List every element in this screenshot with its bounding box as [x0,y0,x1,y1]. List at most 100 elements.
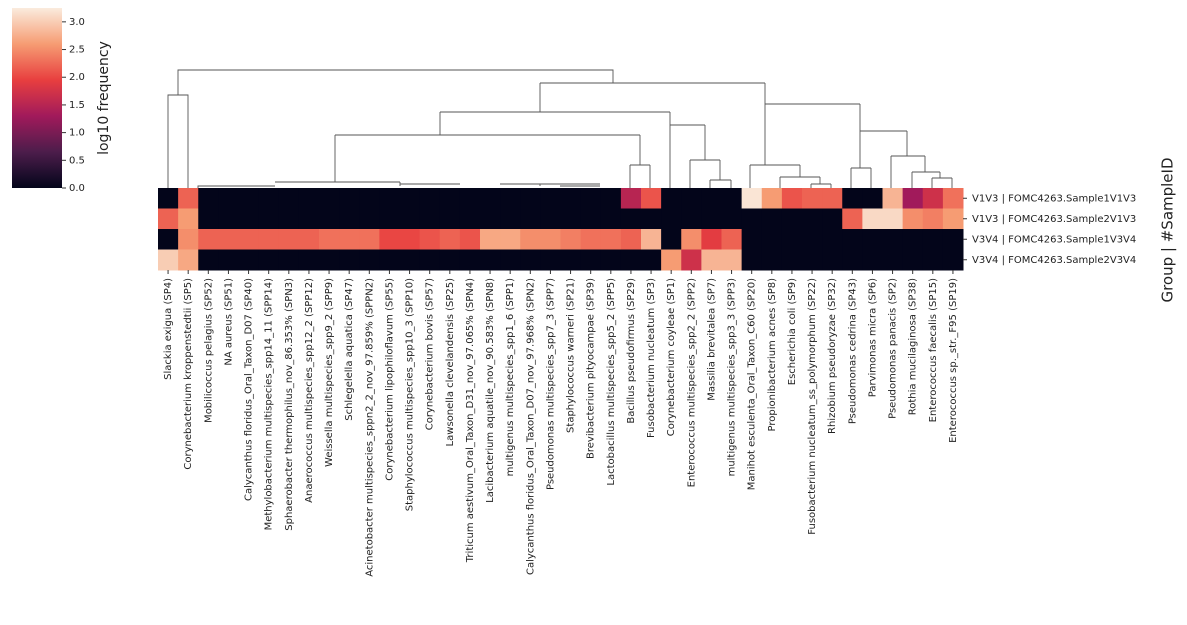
heatmap-cell [842,188,863,209]
heatmap-cell [218,249,239,271]
heatmap-cell [580,208,602,230]
column-dendrogram [167,69,953,188]
heatmap-cell [439,249,461,271]
heatmap-cell [741,188,763,209]
heatmap-cell [600,208,622,230]
heatmap-cell [238,229,260,250]
heatmap-cell [359,249,380,271]
heatmap-cell [842,229,863,250]
heatmap-cell [238,208,260,230]
heatmap-cell [319,208,340,230]
heatmap-cell [560,229,582,250]
heatmap-cell [500,188,521,209]
heatmap-cell [258,249,280,271]
x-tick-label: Anaerococcus multispecies_spp12_2 (SPP12… [304,278,315,503]
heatmap-cell [399,208,421,230]
heatmap-cell [339,229,360,250]
heatmap-cell [822,229,843,250]
heatmap-cell [520,208,541,230]
colorbar-label: log10 frequency [96,41,112,155]
heatmap-cell [681,249,702,271]
heatmap-cell [439,229,461,250]
y-axis-label: Group | #SampleID [1159,157,1177,302]
heatmap-cell [540,208,561,230]
heatmap-cell [278,188,300,209]
heatmap-cell [298,208,320,230]
heatmap-cell [701,208,722,230]
x-tick-label: Triticum aestivum_Oral_Taxon_D31_nov_97.… [465,278,476,563]
heatmap-cell [761,249,783,271]
x-tick-label: Massilia brevitalea (SP7) [706,278,717,401]
heatmap-cell [198,249,219,271]
x-tick-label: multigenus multispecies_spp1_6 (SPP1) [505,278,516,477]
heatmap-cell [902,249,924,271]
heatmap-cell [178,188,199,209]
heatmap-cell [942,249,964,271]
x-tick-label: Pseudomonas cedrina (SP43) [847,278,858,424]
heatmap-cell [379,229,400,250]
colorbar-tick-label: 0.5 [69,155,85,166]
heatmap-cell [902,208,924,230]
heatmap-cell [459,249,481,271]
heatmap-cell [238,249,260,271]
heatmap-cell [661,249,682,271]
heatmap-cell [620,208,642,230]
heatmap-cell [419,188,441,209]
heatmap-cell [540,229,561,250]
heatmap-cell [620,249,642,271]
heatmap-cell [379,208,400,230]
heatmap-cell [942,229,964,250]
heatmap-cell [560,188,582,209]
x-tick-label: Staphylococcus warneri (SP21) [566,278,577,433]
heatmap-cell [439,208,461,230]
heatmap-cell [540,188,561,209]
heatmap-cell [922,188,944,209]
heatmap-cell [741,229,763,250]
heatmap-cell [902,229,924,250]
heatmap-cell [882,229,904,250]
heatmap-cell [359,229,380,250]
x-tick-label: Lawsonella clevelandensis (SP25) [445,278,456,447]
heatmap-cell [419,229,441,250]
heatmap-cell [842,208,863,230]
heatmap-cell [781,249,803,271]
x-tick-label: Bacillus pseudofirmus (SP29) [626,278,637,424]
heatmap-cell [399,229,421,250]
x-tick-label: Rothia mucilaginosa (SP38) [908,278,919,415]
heatmap-cell [399,249,421,271]
heatmap-cell [459,208,481,230]
heatmap-cell [480,188,501,209]
heatmap-cell [298,188,320,209]
heatmap-cell [701,249,722,271]
heatmap-cell [802,229,823,250]
colorbar-tick-label: 2.0 [69,72,85,83]
heatmap-cell [500,249,521,271]
x-tick-label: Rhizobium pseudoryzae (SP32) [827,278,838,434]
heatmap-cell [238,188,260,209]
heatmap-cell [922,229,944,250]
heatmap-cell [520,229,541,250]
heatmap-cell [641,188,662,209]
heatmap-cell [620,229,642,250]
heatmap-cell [258,188,280,209]
heatmap-cell [862,229,883,250]
heatmap-cell [822,208,843,230]
x-tick-label: Lactobacillus multispecies_spp5_2 (SPP5) [606,278,617,486]
heatmap-cell [701,188,722,209]
heatmap-cell [198,208,219,230]
x-tick-label: Mobilicoccus pelagius (SP52) [203,278,214,423]
heatmap-cell [399,188,421,209]
heatmap-cell [379,188,400,209]
heatmap-cell [862,188,883,209]
heatmap-cell [842,249,863,271]
heatmap-cell [218,188,239,209]
heatmap-cell [620,188,642,209]
heatmap-cell [822,249,843,271]
heatmap-cell [600,249,622,271]
heatmap-cell [339,208,360,230]
heatmap-cell [319,188,340,209]
heatmap-cell [298,229,320,250]
heatmap-cell [641,229,662,250]
heatmap-cell [258,208,280,230]
heatmap-cell [882,249,904,271]
